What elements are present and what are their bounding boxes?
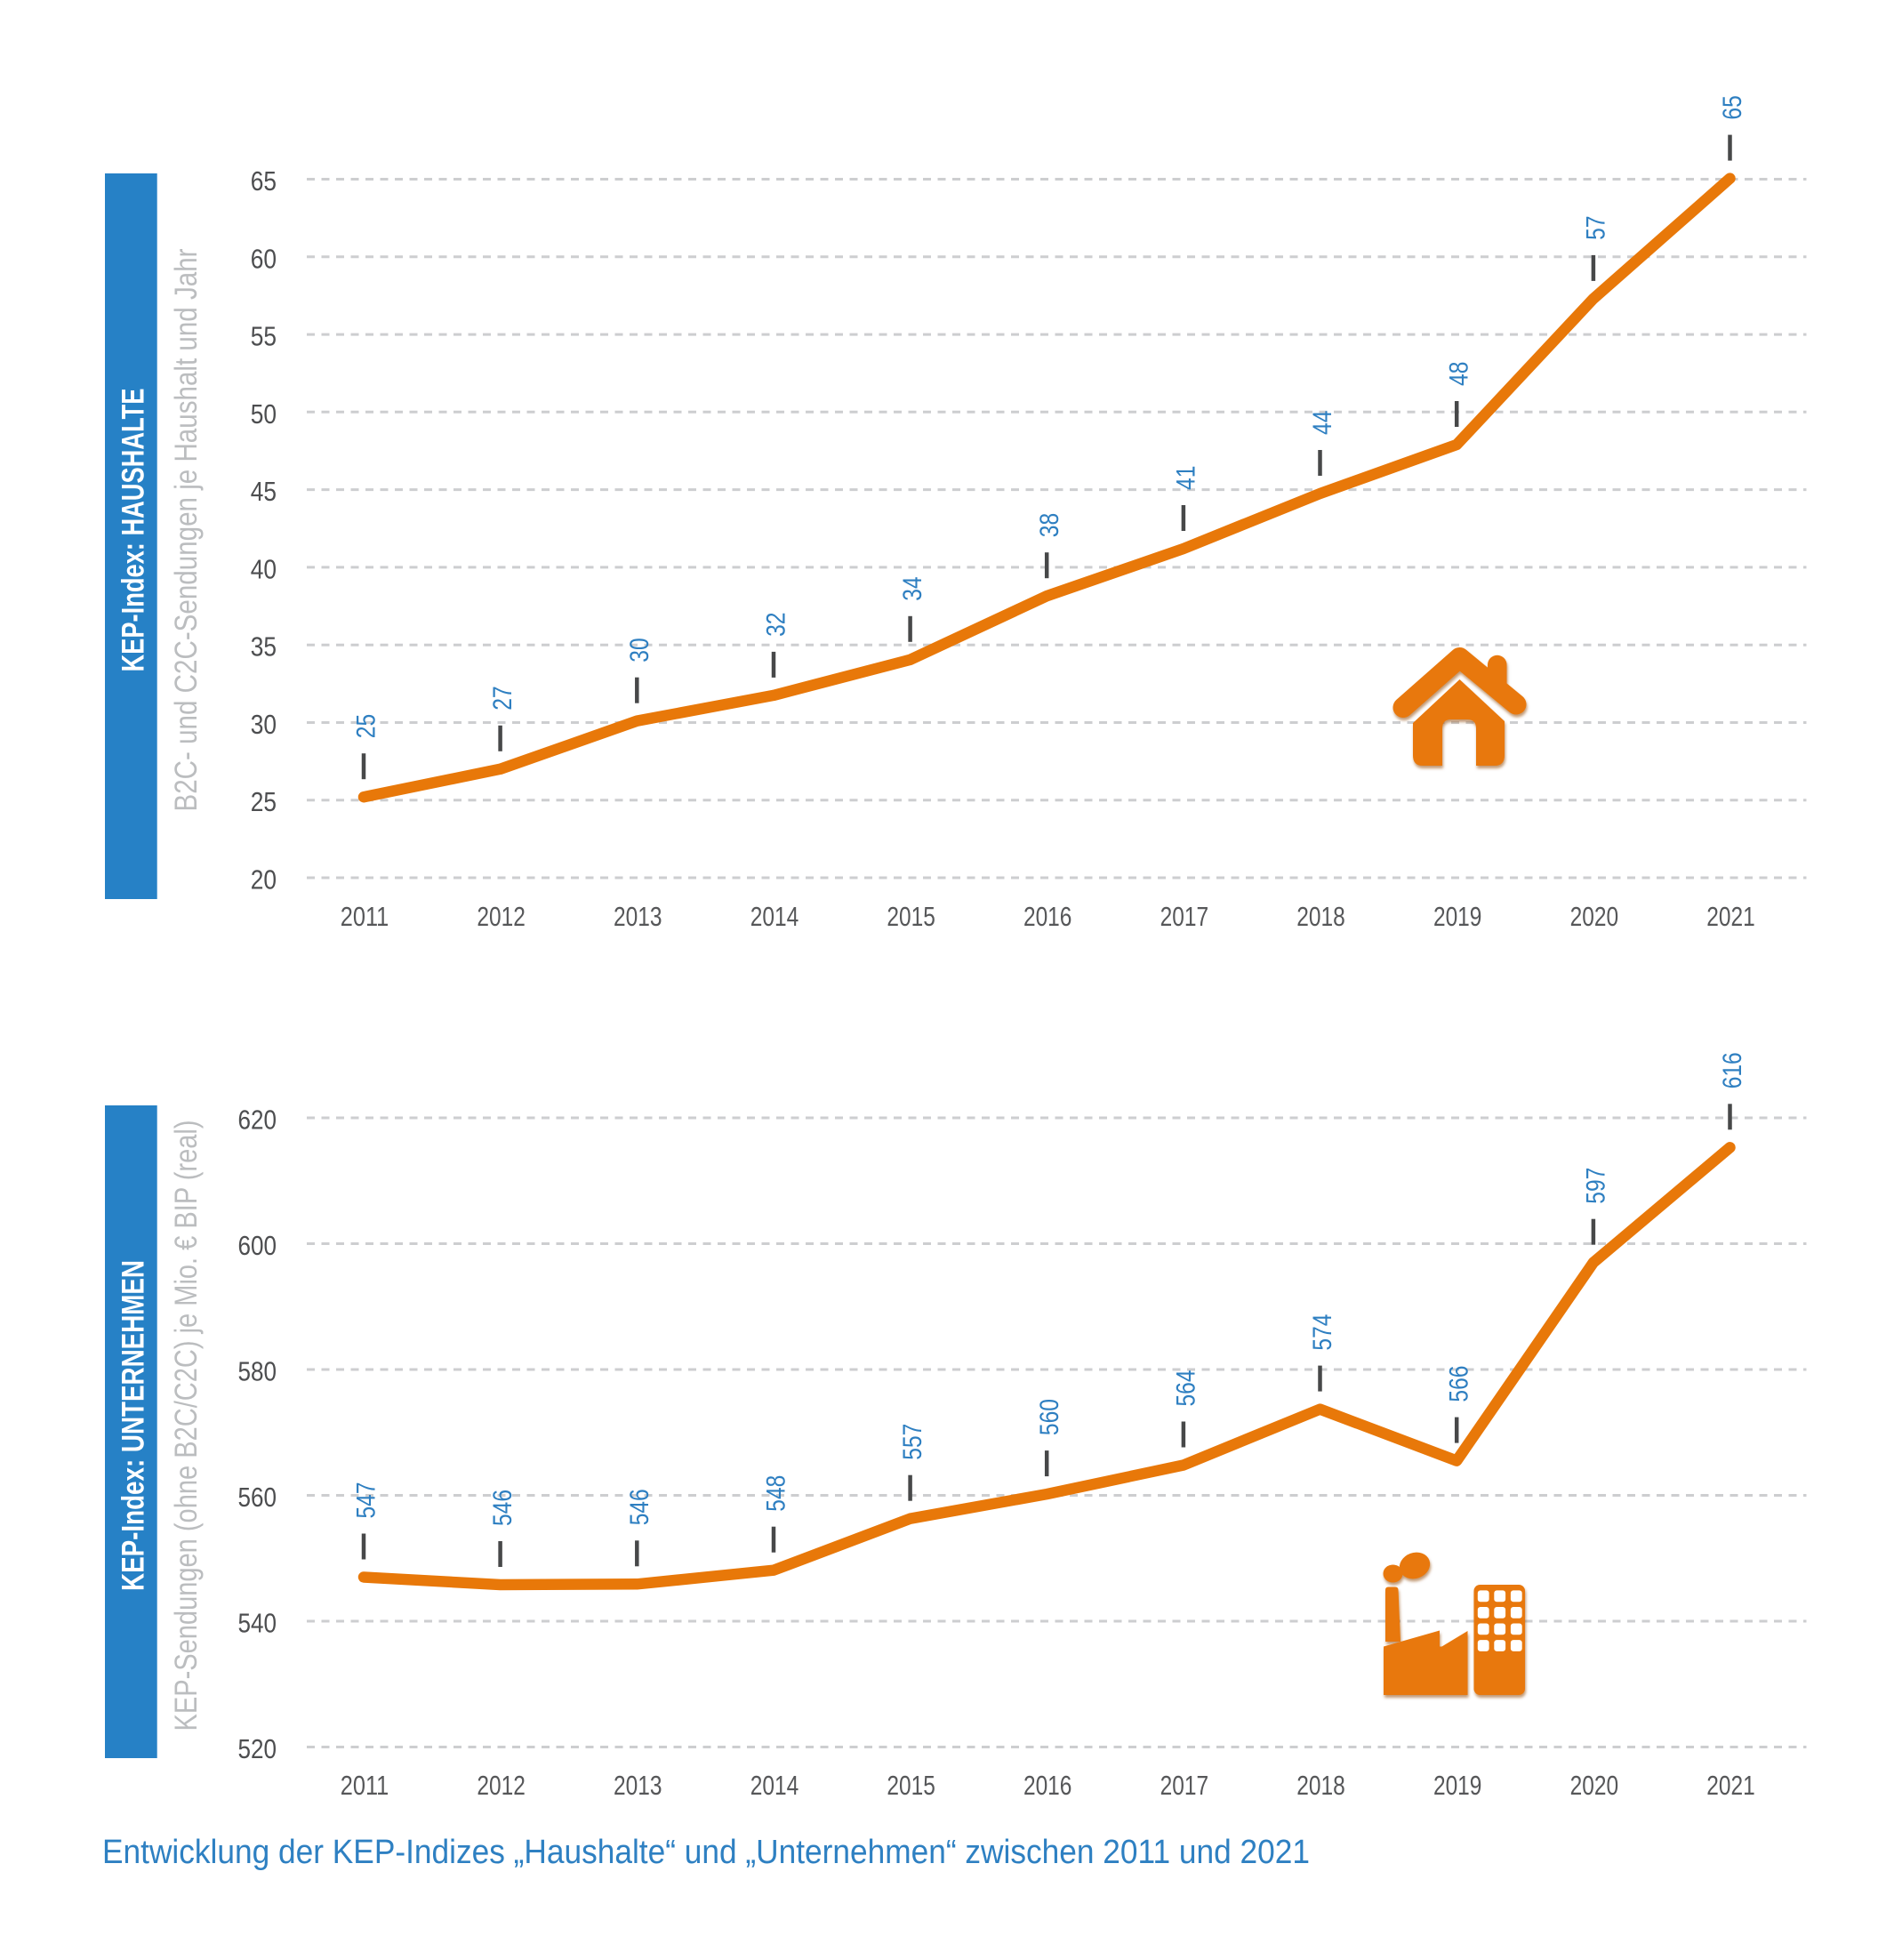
svg-text:2018: 2018 (1296, 902, 1345, 932)
svg-text:600: 600 (238, 1230, 277, 1261)
svg-text:2016: 2016 (1023, 902, 1072, 932)
svg-text:547: 547 (352, 1482, 381, 1519)
svg-text:2011: 2011 (341, 902, 389, 932)
svg-text:48: 48 (1445, 362, 1474, 386)
svg-text:546: 546 (625, 1489, 654, 1525)
svg-text:566: 566 (1445, 1366, 1474, 1402)
svg-text:41: 41 (1171, 466, 1200, 490)
svg-text:548: 548 (762, 1475, 791, 1512)
svg-text:620: 620 (238, 1105, 277, 1136)
svg-text:2021: 2021 (1706, 902, 1755, 932)
svg-text:2015: 2015 (887, 902, 935, 932)
svg-text:60: 60 (251, 243, 277, 274)
svg-text:27: 27 (488, 686, 518, 710)
svg-text:597: 597 (1581, 1168, 1610, 1204)
svg-text:57: 57 (1581, 216, 1610, 240)
svg-text:2014: 2014 (750, 902, 799, 932)
svg-text:2019: 2019 (1433, 902, 1482, 932)
svg-text:45: 45 (251, 476, 277, 507)
svg-text:50: 50 (251, 398, 277, 430)
svg-text:540: 540 (238, 1608, 277, 1639)
svg-text:557: 557 (898, 1424, 927, 1460)
svg-text:40: 40 (251, 553, 277, 584)
svg-text:520: 520 (238, 1733, 277, 1764)
svg-text:580: 580 (238, 1356, 277, 1387)
svg-text:2014: 2014 (750, 1771, 799, 1801)
svg-text:25: 25 (352, 714, 381, 738)
svg-text:38: 38 (1035, 513, 1064, 537)
svg-text:2020: 2020 (1570, 1771, 1619, 1801)
svg-text:2012: 2012 (477, 902, 526, 932)
svg-text:34: 34 (898, 576, 927, 600)
svg-text:35: 35 (251, 631, 277, 663)
svg-text:2021: 2021 (1706, 1771, 1755, 1801)
svg-text:Entwicklung der KEP-Indizes „H: Entwicklung der KEP-Indizes „Haushalte“ … (102, 1834, 1310, 1871)
svg-text:55: 55 (251, 321, 277, 352)
svg-text:564: 564 (1171, 1370, 1200, 1407)
svg-text:2019: 2019 (1433, 1771, 1482, 1801)
svg-text:65: 65 (251, 165, 277, 197)
svg-text:KEP-Index: HAUSHALTE: KEP-Index: HAUSHALTE (116, 389, 151, 672)
svg-text:2017: 2017 (1160, 902, 1209, 932)
svg-text:2016: 2016 (1023, 1771, 1072, 1801)
svg-text:2015: 2015 (887, 1771, 935, 1801)
svg-text:2020: 2020 (1570, 902, 1619, 932)
svg-text:65: 65 (1718, 95, 1747, 119)
svg-text:2018: 2018 (1296, 1771, 1345, 1801)
svg-text:44: 44 (1308, 411, 1337, 435)
svg-text:30: 30 (251, 709, 277, 740)
svg-text:574: 574 (1308, 1314, 1337, 1351)
svg-text:KEP-Index: UNTERNEHMEN: KEP-Index: UNTERNEHMEN (116, 1260, 151, 1591)
svg-text:B2C- und C2C-Sendungen je Haus: B2C- und C2C-Sendungen je Haushalt und J… (169, 248, 204, 811)
svg-text:30: 30 (625, 638, 654, 662)
svg-text:32: 32 (762, 613, 791, 637)
svg-text:2011: 2011 (341, 1771, 389, 1801)
svg-text:2013: 2013 (614, 902, 662, 932)
svg-text:546: 546 (488, 1490, 518, 1526)
svg-text:616: 616 (1718, 1052, 1747, 1088)
svg-text:2012: 2012 (477, 1771, 526, 1801)
svg-text:560: 560 (238, 1482, 277, 1513)
svg-text:25: 25 (251, 786, 277, 817)
svg-text:2017: 2017 (1160, 1771, 1209, 1801)
svg-text:KEP-Sendungen (ohne B2C/C2C) j: KEP-Sendungen (ohne B2C/C2C) je Mio. € B… (169, 1121, 204, 1731)
svg-text:560: 560 (1035, 1399, 1064, 1435)
svg-text:20: 20 (251, 864, 277, 896)
svg-text:2013: 2013 (614, 1771, 662, 1801)
